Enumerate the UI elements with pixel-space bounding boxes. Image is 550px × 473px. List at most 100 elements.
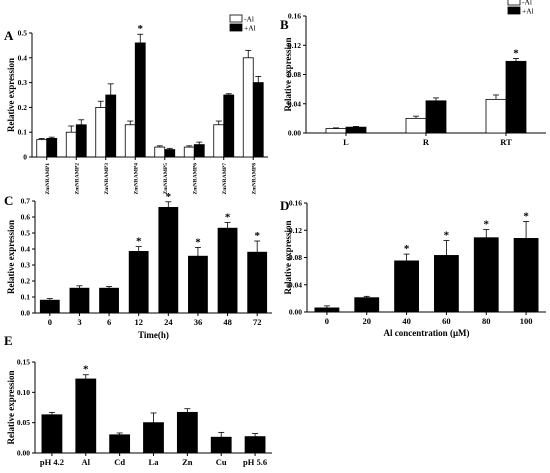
panel-a: A 0 0.1 0.2 0.3 0.4 0.5 Relative expression ZmN… <box>4 14 268 195</box>
panel-a-bar <box>154 146 166 158</box>
panel-d-bar <box>354 297 380 313</box>
panel-a-category-label: ZmNRAMP8 <box>251 163 257 195</box>
panel-a-bar <box>164 149 176 158</box>
panel-c-category-label: 6 <box>107 317 111 327</box>
panel-d-letter: D <box>280 198 289 213</box>
panel-a-y-tick-label: 0.4 <box>18 53 28 62</box>
panel-a-bar <box>95 107 107 158</box>
panel-d-y-tick-label: 0.04 <box>289 280 302 289</box>
panel-c-bar <box>247 251 268 314</box>
panel-c-category-label: 0 <box>48 317 52 327</box>
panel-a-bar <box>65 131 77 158</box>
panel-c-y-tick-label: 0.5 <box>21 229 31 238</box>
panel-c-significance-star: * <box>254 230 260 242</box>
panel-d-bar <box>473 237 499 313</box>
panel-e-category-label: Cd <box>114 457 125 467</box>
panel-b-category-label: L <box>343 137 349 147</box>
panel-a-y-tick-label: 0.2 <box>18 103 28 112</box>
panel-a-category-label: ZmNRAMP2 <box>74 163 80 195</box>
panel-b-legend-label: -Al <box>522 0 532 7</box>
panel-e-category-label: pH 4.2 <box>40 457 64 467</box>
panel-e-category-label: pH 5.6 <box>243 457 267 467</box>
panel-d-category-label: 0 <box>325 316 329 326</box>
panel-e-bar <box>143 422 164 454</box>
panel-e-category-label: Zn <box>182 457 193 467</box>
panel-d-significance-star: * <box>404 243 410 255</box>
panel-c-letter: C <box>4 193 13 208</box>
panel-d-bar <box>513 238 539 313</box>
panel-e-bar <box>210 436 232 454</box>
panel-c-y-tick-label: 0.4 <box>21 245 31 254</box>
panel-a-bar <box>134 42 146 158</box>
panel-b-y-axis-label: Relative expression <box>283 37 293 111</box>
panel-c-y-tick-label: 0.3 <box>21 261 31 270</box>
panel-b-y-tick-label: 0.04 <box>288 99 301 108</box>
panel-a-bar <box>36 139 48 158</box>
panel-c-category-label: 24 <box>164 317 173 327</box>
panel-a-bar <box>124 124 136 158</box>
panel-c-bar <box>128 250 149 314</box>
panel-c-y-tick-label: 0.1 <box>21 293 31 302</box>
panel-a-category-label: ZmNRAMP4 <box>133 163 139 195</box>
panel-b-bar <box>505 60 527 134</box>
panel-e-bar <box>75 378 97 454</box>
panel-d-bar <box>394 260 419 313</box>
panel-b: B 0.00 0.04 0.08 0.12 0.16 Relative expressio… <box>280 0 546 147</box>
panel-c-y-tick-label: 0.6 <box>21 213 31 222</box>
panel-c-bar <box>188 255 208 314</box>
panel-a-bar <box>252 82 264 158</box>
panel-d-x-axis-label: Al concentration (μM) <box>383 328 469 338</box>
panel-c-y-axis-label: Relative expression <box>6 220 16 294</box>
panel-e-category-label: Al <box>82 457 91 467</box>
panel-b-category-label: R <box>423 137 430 147</box>
panel-d-y-tick-label: 0.12 <box>289 226 302 235</box>
panel-a-bar <box>213 124 225 158</box>
panel-a-letter: A <box>4 28 14 43</box>
panel-b-y-tick-label: 0.08 <box>288 70 301 79</box>
panel-c-bar <box>39 299 60 314</box>
panel-b-legend-label: +Al <box>522 7 534 16</box>
panel-d-category-label: 100 <box>520 316 533 326</box>
panel-e-y-axis-label: Relative expression <box>6 370 16 444</box>
panel-c-significance-star: * <box>136 236 142 248</box>
panel-e-letter: E <box>4 333 13 348</box>
panel-c-bar <box>69 287 90 314</box>
panel-e-bar <box>244 436 266 454</box>
panel-c-category-label: 3 <box>77 317 81 327</box>
panel-a-y-tick-label: 0.5 <box>18 29 28 38</box>
panel-a-bar <box>183 146 195 158</box>
panel-d-y-tick-label: 0.08 <box>289 253 302 262</box>
panel-d-y-axis-label: Relative expression <box>283 220 293 294</box>
panel-e-y-tick-label: 0.10 <box>17 388 30 397</box>
panel-d-y-tick-label: 0.00 <box>289 308 302 317</box>
panel-d-category-label: 20 <box>363 316 372 326</box>
panel-b-y-tick-label: 0.16 <box>288 12 301 21</box>
panel-a-y-tick-label: 0 <box>23 153 27 162</box>
panel-e-category-label: La <box>149 457 160 467</box>
panel-a-category-label: ZmNRAMP3 <box>104 163 110 195</box>
panel-b-bar <box>405 117 427 134</box>
panel-e-category-label: Cu <box>216 457 227 467</box>
panel-e-bar <box>176 411 198 454</box>
panel-d-y-tick-label: 0.16 <box>289 199 302 208</box>
panel-a-category-label: ZmNRAMP5 <box>163 163 169 195</box>
panel-b-y-tick-label: 0.12 <box>288 41 301 50</box>
panel-b-letter: B <box>280 17 289 32</box>
panel-c-category-label: 12 <box>134 317 143 327</box>
panel-a-significance-star: * <box>138 23 144 35</box>
panel-a-category-label: ZmNRAMP1 <box>45 163 51 195</box>
panel-e-bar <box>41 414 63 454</box>
panel-d-category-label: 40 <box>402 316 411 326</box>
panel-c-x-axis-label: Time(h) <box>138 330 169 340</box>
panel-e-y-tick-label: 0.05 <box>17 418 30 427</box>
panel-c-category-label: 72 <box>253 317 262 327</box>
panel-b-bar <box>485 98 507 134</box>
panel-a-y-axis-label: Relative expression <box>6 58 16 132</box>
panel-a-legend-label: -Al <box>244 15 254 24</box>
panel-d-category-label: 60 <box>442 316 451 326</box>
panel-b-category-label: RT <box>500 137 512 147</box>
panel-e-y-tick-label: 0.00 <box>17 449 30 458</box>
panel-a-legend-swatch <box>229 14 243 23</box>
